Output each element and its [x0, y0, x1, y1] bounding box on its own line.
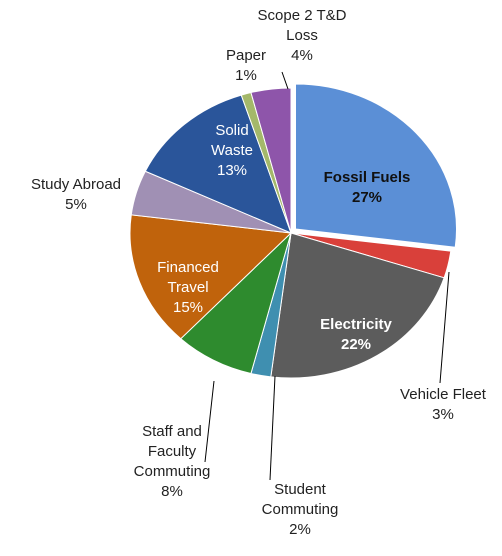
value-label: 15% — [172, 299, 204, 316]
leader-line — [204, 380, 215, 463]
category-label: Paper — [225, 47, 267, 64]
slice-label: Staff and Faculty Commuting 8% — [127, 422, 217, 502]
leader-line — [269, 375, 276, 481]
slice-label: Student Commuting 2% — [250, 480, 350, 540]
pie-slice — [129, 214, 293, 340]
value-label: 5% — [65, 196, 87, 213]
leader-line — [439, 271, 450, 384]
category-label: Solid Waste — [211, 122, 253, 159]
category-label: Vehicle Fleet — [400, 386, 486, 403]
category-label: Fossil Fuels — [323, 169, 411, 186]
slice-label: Paper 1% — [216, 46, 276, 86]
category-label: Financed Travel — [157, 259, 219, 296]
category-label: Scope 2 T&D Loss — [257, 7, 347, 44]
value-label: 2% — [289, 521, 311, 538]
value-label: 1% — [235, 67, 257, 84]
slice-label: Study Abroad 5% — [16, 175, 136, 215]
value-label: 22% — [340, 336, 372, 353]
slice-label: Scope 2 T&D Loss 4% — [256, 6, 348, 66]
category-label: Staff and Faculty Commuting — [133, 423, 211, 480]
category-label: Student Commuting — [261, 481, 339, 518]
pie-slice — [295, 83, 457, 248]
slice-label: Vehicle Fleet 3% — [388, 385, 498, 425]
value-label: 13% — [216, 162, 248, 179]
category-label: Electricity — [320, 316, 392, 333]
slice-label: Solid Waste 13% — [202, 121, 262, 181]
value-label: 8% — [161, 483, 183, 500]
value-label: 27% — [351, 189, 383, 206]
slice-label: Electricity 22% — [301, 315, 411, 355]
value-label: 4% — [291, 47, 313, 64]
pie-slice — [144, 94, 292, 234]
value-label: 3% — [432, 406, 454, 423]
leader-line — [281, 71, 289, 90]
pie-slice — [250, 87, 292, 234]
slice-label: Financed Travel 15% — [148, 258, 228, 318]
slice-label: Fossil Fuels 27% — [312, 168, 422, 208]
pie-slice — [270, 232, 445, 379]
category-label: Study Abroad — [30, 176, 122, 193]
